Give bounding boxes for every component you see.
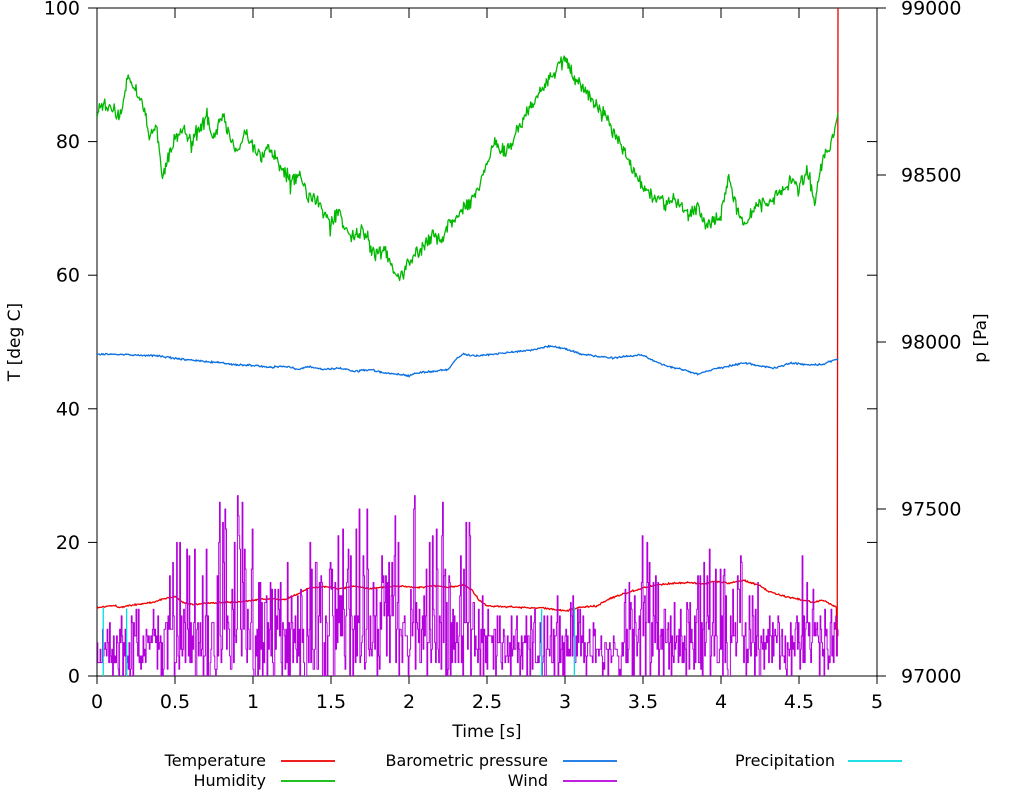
y-right-axis-title: p [Pa] bbox=[971, 313, 991, 362]
y-left-tick-label: 20 bbox=[56, 532, 80, 554]
x-tick-label: 5 bbox=[871, 691, 883, 713]
y-right-tick-label: 99000 bbox=[901, 0, 961, 20]
y-left-tick-label: 40 bbox=[56, 398, 80, 420]
series-precipitation bbox=[102, 607, 576, 676]
y-left-tick-label: 60 bbox=[56, 265, 80, 287]
y-right-tick-label: 97500 bbox=[901, 499, 961, 521]
series-temperature bbox=[97, 8, 839, 657]
x-tick-label: 0 bbox=[91, 691, 103, 713]
y-right-tick-label: 97000 bbox=[901, 666, 961, 688]
series-wind bbox=[97, 495, 839, 676]
x-tick-label: 3.5 bbox=[628, 691, 658, 713]
x-tick-label: 1.5 bbox=[316, 691, 346, 713]
plot-area-border bbox=[96, 7, 878, 677]
series-humidity bbox=[97, 55, 839, 282]
legend: Temperature Barometric pressure Precipit… bbox=[164, 751, 902, 790]
legend-label-humidity: Humidity bbox=[193, 771, 266, 790]
y-right-tick-label: 98000 bbox=[901, 332, 961, 354]
x-tick-label: 3 bbox=[559, 691, 571, 713]
y-left-tick-label: 0 bbox=[68, 666, 80, 688]
x-tick-label: 2.5 bbox=[472, 691, 502, 713]
y-left-axis-title: T [deg C] bbox=[5, 303, 25, 382]
x-tick-label: 1 bbox=[247, 691, 259, 713]
x-tick-label: 4.5 bbox=[784, 691, 814, 713]
legend-label-temperature: Temperature bbox=[164, 751, 266, 770]
x-axis-title: Time [s] bbox=[451, 722, 521, 742]
x-tick-label: 4 bbox=[715, 691, 727, 713]
x-tick-label: 0.5 bbox=[160, 691, 190, 713]
y-left-tick-label: 80 bbox=[56, 131, 80, 153]
legend-label-wind: Wind bbox=[508, 771, 548, 790]
series-barometric-pressure bbox=[97, 344, 839, 378]
x-tick-label: 2 bbox=[403, 691, 415, 713]
series-layer bbox=[97, 8, 839, 676]
y-right-tick-label: 98500 bbox=[901, 165, 961, 187]
y-left-tick-label: 100 bbox=[44, 0, 80, 20]
legend-label-precipitation: Precipitation bbox=[735, 751, 835, 770]
legend-label-barometric-pressure: Barometric pressure bbox=[385, 751, 548, 770]
axis-ticks: 0 0.5 1 1.5 2 2.5 3 3.5 4 4.5 5 0 20 40 60 80 100 97000 97… bbox=[44, 0, 962, 713]
